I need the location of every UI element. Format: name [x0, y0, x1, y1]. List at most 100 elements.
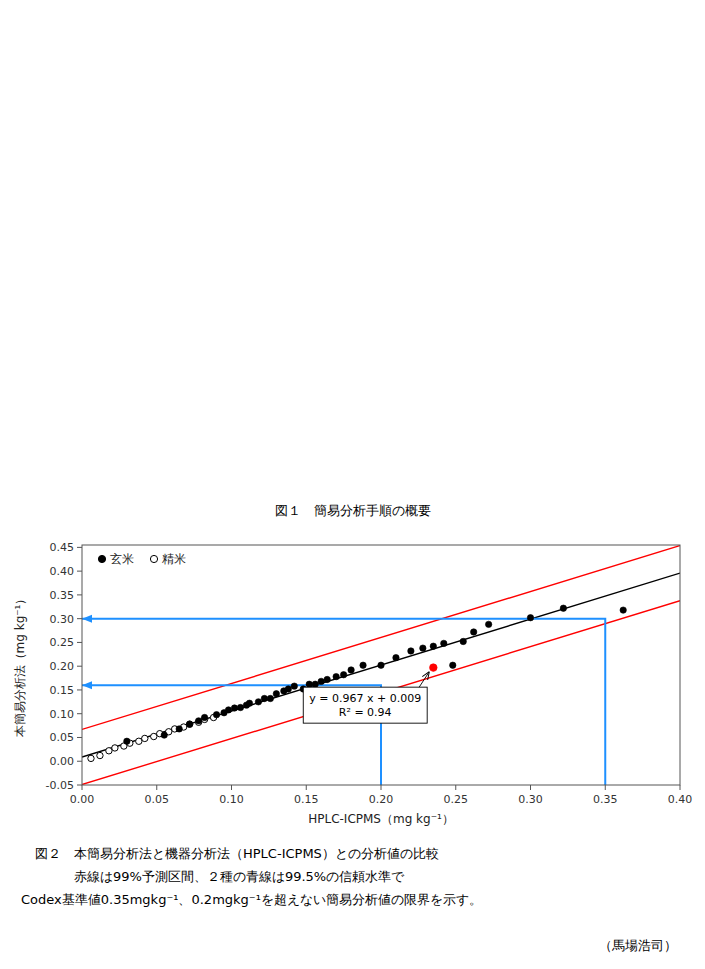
legend: 玄米 精米	[98, 552, 186, 566]
highlight-point	[430, 664, 438, 672]
scatter-point	[324, 676, 330, 682]
scatter-point	[378, 662, 384, 668]
scatter-point	[112, 745, 118, 751]
annotation-text: y = 0.967 x + 0.009	[309, 692, 421, 705]
y-tick-label: 0.15	[50, 684, 75, 697]
scatter-point	[97, 752, 103, 758]
scatter-point	[312, 681, 318, 687]
caption: 図１ 簡易分析手順の概要	[275, 503, 431, 518]
scatter-point	[261, 695, 267, 701]
line-series	[82, 601, 680, 785]
scatter-point	[485, 621, 491, 627]
scatter-point	[237, 704, 243, 710]
x-tick-label: 0.10	[219, 793, 244, 806]
y-tick-label: 0.00	[50, 755, 75, 768]
annotation-arrow	[419, 672, 429, 688]
scatter-point	[231, 705, 237, 711]
caption: Codex基準値0.35mgkg⁻¹、0.2mgkg⁻¹を超えない簡易分析値の限…	[21, 892, 482, 907]
scatter-point	[360, 662, 366, 668]
scatter-point	[106, 748, 112, 754]
scatter-point	[450, 662, 456, 668]
x-axis-label: HPLC-ICPMS（mg kg⁻¹）	[308, 812, 454, 826]
x-tick	[530, 785, 531, 790]
plot-data	[82, 546, 680, 785]
scatter-point	[470, 629, 476, 635]
legend-label: 精米	[162, 552, 186, 566]
y-tick-label: 0.35	[50, 589, 75, 602]
x-tick-label: 0.15	[294, 793, 319, 806]
scatter-point	[201, 714, 207, 720]
scatter-point	[430, 643, 436, 649]
scatter-point	[186, 721, 192, 727]
caption: 図２ 本簡易分析法と機器分析法（HPLC-ICPMS）との分析値の比較	[35, 846, 439, 861]
scatter-point	[408, 648, 414, 654]
scatter-point	[246, 700, 252, 706]
y-tick-label: 0.30	[50, 613, 75, 626]
scatter-point	[285, 686, 291, 692]
y-tick	[77, 689, 82, 690]
annotation-box	[303, 687, 427, 723]
y-tick-label: 0.05	[50, 731, 75, 744]
legend-label: 玄米	[110, 552, 134, 566]
plot-frame	[82, 545, 680, 785]
scatter-point	[255, 699, 261, 705]
scatter-point	[136, 738, 142, 744]
limit-arrow-line	[82, 619, 605, 785]
scatter-point	[441, 640, 447, 646]
line-series	[82, 546, 680, 730]
scatter-point	[527, 615, 533, 621]
x-tick-label: 0.05	[145, 793, 170, 806]
x-tick	[680, 785, 681, 790]
scatter-point	[88, 755, 94, 761]
y-tick	[77, 737, 82, 738]
y-tick-label: 0.40	[50, 565, 75, 578]
legend-symbol	[98, 555, 105, 562]
y-tick-label: 0.20	[50, 660, 75, 673]
author: （馬場浩司）	[599, 938, 677, 953]
x-tick	[605, 785, 606, 790]
y-tick	[77, 618, 82, 619]
y-tick	[77, 642, 82, 643]
x-tick	[455, 785, 456, 790]
scatter-point	[142, 735, 148, 741]
caption: 赤線は99%予測区間、２種の青線は99.5%の信頼水準で	[35, 869, 405, 884]
scatter-point	[340, 672, 346, 678]
scatter-point	[460, 638, 466, 644]
x-tick-label: 0.20	[369, 793, 394, 806]
scatter-point	[124, 738, 130, 744]
scatter-point	[291, 683, 297, 689]
scatter-point	[161, 732, 167, 738]
scatter-point	[151, 733, 157, 739]
figure: 0.000.050.100.150.200.250.300.350.40-0.0…	[0, 0, 705, 969]
x-tick	[82, 785, 83, 790]
scatter-point	[333, 673, 339, 679]
y-tick	[77, 761, 82, 762]
scatter-point	[620, 607, 626, 613]
x-tick-label: 0.30	[518, 793, 543, 806]
y-axis-label: 本簡易分析法（mg kg⁻¹）	[13, 593, 27, 738]
legend-symbol	[150, 555, 157, 562]
scatter-point	[195, 718, 201, 724]
annotation: y = 0.967 x + 0.009R² = 0.94	[303, 672, 429, 724]
y-tick-label: 0.45	[50, 541, 75, 554]
scatter-point	[420, 645, 426, 651]
y-tick	[77, 571, 82, 572]
scatter-point	[318, 678, 324, 684]
y-tick	[77, 713, 82, 714]
y-tick-label: 0.25	[50, 636, 75, 649]
x-tick-label: 0.35	[593, 793, 618, 806]
scatter-point	[176, 726, 182, 732]
x-tick-label: 0.40	[668, 793, 693, 806]
scatter-point	[225, 707, 231, 713]
y-tick	[77, 785, 82, 786]
scatter-point	[393, 654, 399, 660]
y-tick	[77, 547, 82, 548]
x-tick-label: 0.25	[444, 793, 469, 806]
x-tick	[231, 785, 232, 790]
scatter-point	[186, 721, 192, 727]
scatter-point	[306, 681, 312, 687]
x-tick	[381, 785, 382, 790]
annotation-text: R² = 0.94	[339, 706, 392, 719]
y-tick-label: 0.10	[50, 708, 75, 721]
x-tick	[306, 785, 307, 790]
